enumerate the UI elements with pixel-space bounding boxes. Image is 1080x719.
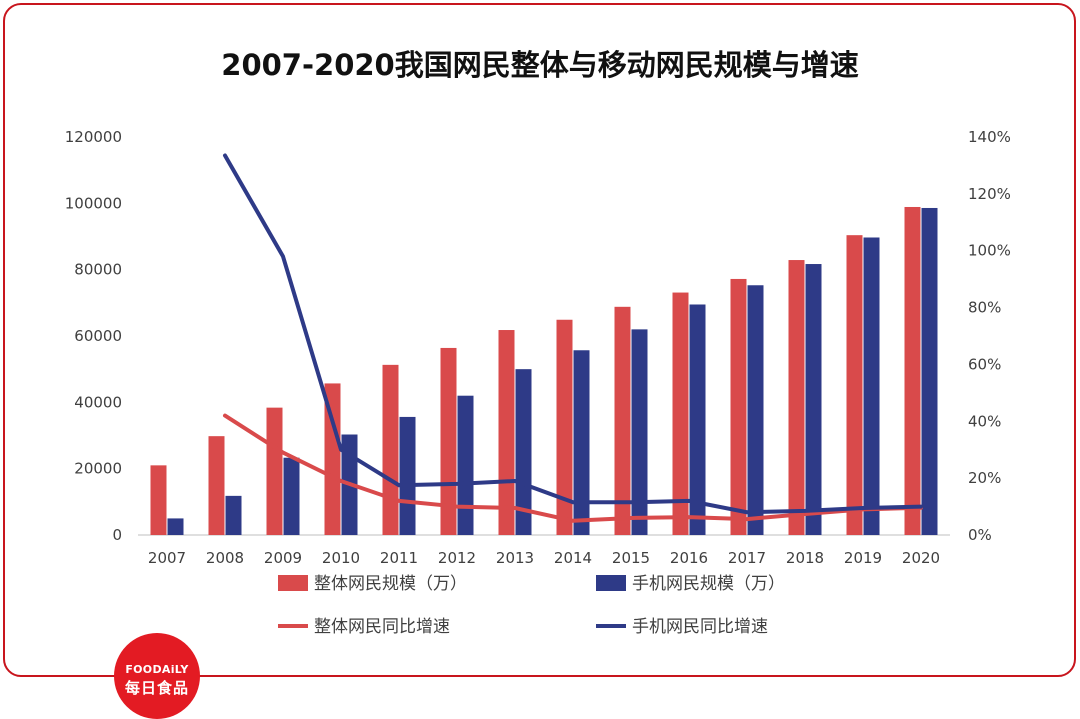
bar-mobile-users — [805, 264, 822, 535]
bar-mobile-users — [283, 457, 300, 535]
y-right-tick-label: 80% — [968, 299, 1001, 317]
y-left-tick-label: 40000 — [74, 393, 122, 411]
x-tick-label: 2012 — [438, 549, 476, 567]
logo-text-en: FOODAiLY — [125, 663, 189, 676]
legend-item-total-growth-label: 整体网民同比增速 — [314, 617, 450, 637]
bar-mobile-users — [921, 207, 938, 535]
bar-total-users — [730, 278, 747, 535]
y-right-tick-label: 140% — [968, 128, 1011, 146]
bar-total-users — [208, 436, 225, 535]
x-tick-label: 2010 — [322, 549, 360, 567]
foodaily-logo: FOODAiLY 每日食品 — [114, 633, 200, 719]
bar-total-users — [440, 347, 457, 535]
legend-item-total-users-swatch — [278, 575, 308, 591]
y-left-tick-label: 100000 — [65, 194, 122, 212]
y-right-tick-label: 100% — [968, 242, 1011, 260]
bar-total-users — [150, 465, 167, 535]
line-mobile-growth — [223, 153, 923, 515]
legend-item-total-users-label: 整体网民规模（万） — [314, 574, 467, 594]
y-right-tick-label: 0% — [968, 526, 992, 544]
bar-total-users — [324, 383, 341, 535]
x-tick-label: 2016 — [670, 549, 708, 567]
chart-title: 2007-2020我国网民整体与移动网民规模与增速 — [221, 48, 859, 82]
y-right-tick-label: 40% — [968, 412, 1001, 430]
bar-total-users — [382, 364, 399, 535]
y-left-tick-label: 20000 — [74, 460, 122, 478]
y-left-tick-label: 60000 — [74, 327, 122, 345]
bar-total-users — [556, 319, 573, 535]
x-tick-label: 2018 — [786, 549, 824, 567]
x-tick-label: 2013 — [496, 549, 534, 567]
bar-mobile-users — [631, 329, 648, 535]
bar-mobile-users — [573, 350, 590, 535]
chart-frame — [3, 3, 1076, 677]
x-tick-label: 2008 — [206, 549, 244, 567]
x-tick-label: 2014 — [554, 549, 592, 567]
bar-mobile-users — [399, 416, 416, 535]
bar-total-users — [788, 260, 805, 535]
bar-mobile-users — [225, 495, 242, 535]
bar-total-users — [498, 330, 515, 535]
x-tick-label: 2007 — [148, 549, 186, 567]
legend-item-mobile-users-swatch — [596, 575, 626, 591]
x-tick-label: 2019 — [844, 549, 882, 567]
bar-mobile-users — [167, 518, 184, 535]
y-left-tick-label: 80000 — [74, 261, 122, 279]
x-tick-label: 2009 — [264, 549, 302, 567]
y-right-tick-label: 20% — [968, 469, 1001, 487]
bar-total-users — [266, 407, 283, 535]
bar-total-users — [904, 206, 921, 535]
bar-mobile-users — [457, 395, 474, 535]
bar-mobile-users — [515, 369, 532, 535]
bar-total-users — [846, 235, 863, 535]
bar-mobile-users — [689, 304, 706, 535]
bar-mobile-users — [747, 285, 764, 535]
x-tick-label: 2017 — [728, 549, 766, 567]
bar-total-users — [672, 292, 689, 535]
y-right-tick-label: 120% — [968, 185, 1011, 203]
legend-item-mobile-growth-label: 手机网民同比增速 — [632, 617, 768, 637]
y-left-tick-label: 0 — [112, 526, 122, 544]
bar-mobile-users — [863, 237, 880, 535]
y-right-tick-label: 60% — [968, 355, 1001, 373]
legend-item-mobile-users-label: 手机网民规模（万） — [632, 574, 785, 594]
x-tick-label: 2020 — [902, 549, 940, 567]
x-tick-label: 2011 — [380, 549, 418, 567]
y-left-tick-label: 120000 — [65, 128, 122, 146]
bar-total-users — [614, 306, 631, 535]
x-tick-label: 2015 — [612, 549, 650, 567]
logo-text-cn: 每日食品 — [124, 679, 189, 697]
line-total-growth — [223, 413, 923, 523]
